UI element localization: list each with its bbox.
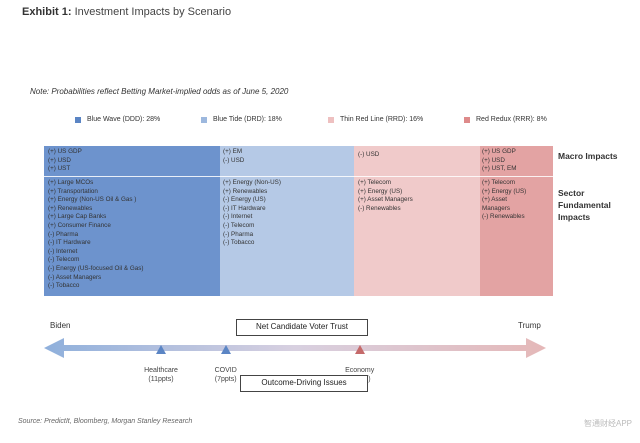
spectrum-left-label: Biden — [50, 321, 71, 330]
marker-label: COVID (7ppts) — [214, 367, 237, 383]
sector-impacts-blue-wave: (+) Large MCOs (+) Transportation (+) En… — [48, 179, 144, 290]
legend-swatch-thin-red-line — [328, 116, 334, 123]
scenario-column-thin-red-line: (-) USD (+) Telecom (+) Energy (US) (+) … — [354, 146, 480, 296]
macro-impacts-blue-tide: (+) EM (-) USD — [223, 148, 245, 164]
macro-impacts-thin-red-line: (-) USD — [358, 151, 380, 158]
exhibit-title-text: Investment Impacts by Scenario — [74, 6, 232, 18]
legend-label: Thin Red Line (RRD): 16% — [340, 116, 424, 123]
probability-note: Note: Probabilities reflect Betting Mark… — [30, 87, 289, 96]
exhibit-title: Exhibit 1: Investment Impacts by Scenari… — [22, 6, 231, 18]
sector-impacts-label: Sector Fundamental Impacts — [558, 188, 611, 222]
scenario-column-blue-tide: (+) EM (-) USD (+) Energy (Non-US) (+) R… — [220, 146, 354, 296]
macro-impacts-red-redux: (+) US GDP (+) USD (+) UST, EM — [482, 148, 517, 173]
spectrum-arrow — [44, 338, 546, 358]
macro-impacts-blue-wave: (+) US GDP (+) USD (+) UST — [48, 148, 82, 173]
marker-label: Healthcare (11ppts) — [144, 367, 178, 383]
row-divider — [44, 176, 553, 177]
sector-impacts-thin-red-line: (+) Telecom (+) Energy (US) (+) Asset Ma… — [358, 179, 413, 212]
marker-triangle — [156, 345, 167, 354]
macro-impacts-label: Macro Impacts — [558, 151, 618, 161]
marker-triangle — [354, 345, 365, 354]
legend-item-thin-red-line: Thin Red Line (RRD): 16% — [328, 116, 423, 123]
spectrum-right-label: Trump — [518, 321, 541, 330]
legend-label: Blue Wave (DDD): 28% — [87, 116, 161, 123]
legend-label: Red Redux (RRR): 8% — [476, 116, 547, 123]
sector-impacts-blue-tide: (+) Energy (Non-US) (+) Renewables (-) E… — [223, 179, 281, 247]
legend-swatch-blue-tide — [201, 116, 207, 123]
legend-item-blue-wave: Blue Wave (DDD): 28% — [75, 116, 160, 123]
watermark-text: 智通财经APP — [583, 419, 632, 428]
outcome-issues-box: Outcome-Driving Issues — [240, 375, 368, 392]
sector-impacts-red-redux: (+) Telecom (+) Energy (US) (+) Asset Ma… — [482, 179, 527, 221]
legend-item-red-redux: Red Redux (RRR): 8% — [464, 116, 547, 123]
scenario-column-red-redux: (+) US GDP (+) USD (+) UST, EM (+) Telec… — [480, 146, 553, 296]
exhibit-number: Exhibit 1: — [22, 6, 72, 18]
marker-triangle — [220, 345, 231, 354]
scenario-column-blue-wave: (+) US GDP (+) USD (+) UST (+) Large MCO… — [44, 146, 220, 296]
legend-swatch-blue-wave — [75, 116, 81, 123]
voter-trust-box: Net Candidate Voter Trust — [236, 319, 368, 336]
legend-item-blue-tide: Blue Tide (DRD): 18% — [201, 116, 282, 123]
source-note: Source: PredictIt, Bloomberg, Morgan Sta… — [18, 418, 193, 425]
legend-label: Blue Tide (DRD): 18% — [213, 116, 282, 123]
legend-swatch-red-redux — [464, 116, 470, 123]
